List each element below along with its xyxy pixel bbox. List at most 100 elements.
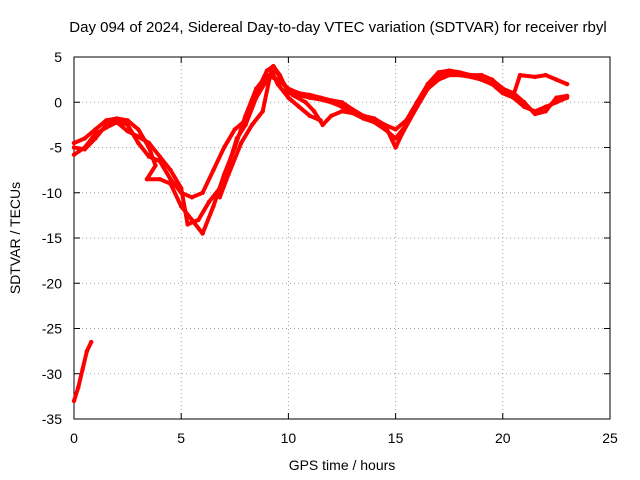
- data-point: [393, 136, 398, 141]
- data-point: [457, 70, 463, 75]
- data-point: [168, 181, 173, 186]
- data-point: [329, 113, 334, 119]
- data-point: [114, 116, 120, 121]
- data-point: [185, 222, 190, 227]
- data-point: [543, 72, 548, 78]
- data-point: [361, 113, 366, 119]
- data-point: [254, 86, 259, 91]
- data-point: [532, 74, 538, 80]
- y-tick-label: -10: [42, 185, 62, 201]
- data-point: [71, 152, 77, 157]
- data-point: [311, 109, 317, 114]
- data-point: [489, 77, 495, 82]
- data-point: [329, 98, 334, 103]
- data-point: [425, 81, 430, 87]
- data-point: [436, 70, 441, 75]
- data-point: [104, 118, 109, 123]
- data-point: [196, 217, 201, 223]
- series-line-track-4: [217, 68, 323, 200]
- data-point: [157, 177, 162, 182]
- grid: [74, 57, 610, 419]
- data-point: [168, 167, 173, 173]
- data-point: [339, 109, 345, 114]
- data-point: [153, 163, 158, 168]
- data-point: [269, 68, 274, 73]
- data-point: [564, 81, 570, 87]
- data-point: [320, 122, 325, 128]
- data-point: [179, 204, 184, 209]
- data-point: [189, 217, 195, 223]
- data-point: [318, 118, 323, 123]
- data-point: [146, 145, 152, 150]
- data-point: [350, 107, 355, 112]
- y-tick-label: -25: [42, 321, 62, 337]
- data-point: [157, 154, 162, 159]
- x-tick-label: 15: [388, 430, 404, 446]
- data-point: [290, 92, 295, 98]
- data-point: [393, 145, 398, 150]
- chart-title: Day 094 of 2024, Sidereal Day-to-day VTE…: [69, 19, 606, 36]
- data-point: [318, 95, 323, 100]
- y-tick-label: 0: [54, 94, 62, 110]
- x-tick-labels: 0 5 10 15 20 25: [70, 430, 618, 446]
- data-point: [436, 77, 441, 82]
- x-axis-label: GPS time / hours: [289, 457, 396, 473]
- data-point: [500, 91, 505, 96]
- data-point: [226, 172, 231, 177]
- x-tick-label: 0: [70, 430, 78, 446]
- data-point: [399, 131, 405, 137]
- data-point: [554, 77, 559, 82]
- data-point: [307, 113, 312, 119]
- data-point: [382, 122, 388, 128]
- data-point: [136, 127, 141, 132]
- data-point: [468, 72, 473, 78]
- data-point: [296, 91, 302, 96]
- data-point: [82, 145, 87, 150]
- y-tick-label: -5: [50, 140, 63, 156]
- data-point: [144, 177, 150, 182]
- data-point: [82, 136, 87, 141]
- data-point: [500, 86, 505, 91]
- data-point: [211, 167, 216, 173]
- data-point: [221, 172, 227, 177]
- x-tick-label: 5: [177, 430, 185, 446]
- data-point: [71, 145, 77, 150]
- data-point: [286, 95, 291, 100]
- data-point: [522, 100, 527, 105]
- series-group: [71, 63, 570, 404]
- data-point: [211, 204, 216, 209]
- data-point: [232, 127, 237, 132]
- data-point: [84, 348, 90, 354]
- data-point: [71, 398, 77, 404]
- data-point: [200, 190, 205, 195]
- x-tick-label: 10: [281, 430, 297, 446]
- y-axis-label: SDTVAR / TECUs: [7, 182, 23, 294]
- data-point: [168, 177, 173, 182]
- x-tick-label: 20: [495, 430, 511, 446]
- data-point: [114, 120, 120, 125]
- data-point: [554, 95, 559, 100]
- data-point: [80, 367, 85, 372]
- data-point: [189, 195, 195, 200]
- y-tick-label: -35: [42, 411, 62, 427]
- data-point: [200, 231, 205, 236]
- data-point: [564, 93, 570, 99]
- data-point: [71, 140, 77, 146]
- data-point: [271, 63, 276, 69]
- data-point: [179, 186, 184, 191]
- y-tick-label: 5: [54, 49, 62, 65]
- data-point: [447, 68, 452, 73]
- data-point: [273, 68, 278, 73]
- data-point: [517, 72, 523, 78]
- data-point: [447, 72, 452, 78]
- data-point: [93, 127, 98, 132]
- data-point: [303, 100, 308, 105]
- data-point: [286, 86, 291, 91]
- data-point: [532, 111, 538, 117]
- data-point: [339, 104, 345, 110]
- data-point: [125, 129, 130, 134]
- data-point: [414, 104, 420, 110]
- data-point: [125, 118, 130, 123]
- y-tick-label: -20: [42, 275, 62, 291]
- data-point: [89, 339, 94, 345]
